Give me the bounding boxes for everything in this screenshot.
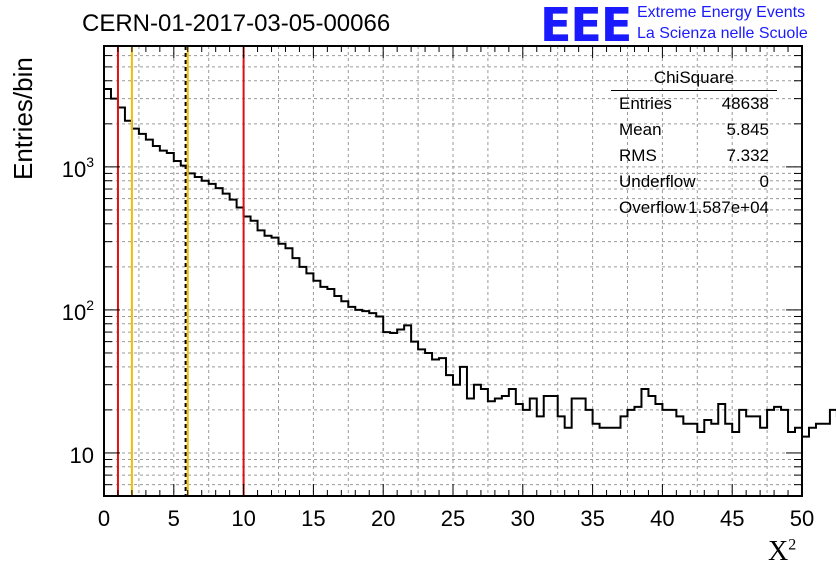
x-tick-label: 10 (231, 506, 255, 531)
stats-key: Mean (619, 120, 662, 139)
x-tick-label: 0 (98, 506, 110, 531)
x-tick-label: 15 (301, 506, 325, 531)
x-tick-label: 50 (790, 506, 814, 531)
chart-title: CERN-01-2017-03-05-00066 (82, 10, 391, 37)
logo-line-2: La Scienza nelle Scuole (637, 25, 808, 42)
x-tick-label: 35 (580, 506, 604, 531)
x-tick-label: 5 (168, 506, 180, 531)
stats-row: Mean 5.845 (619, 120, 769, 142)
x-tick-label: 30 (511, 506, 535, 531)
stats-key: Underflow (619, 172, 696, 191)
eee-logo: EEE (540, 0, 632, 52)
stats-row: Underflow 0 (619, 172, 769, 194)
stats-row: RMS 7.332 (619, 146, 769, 168)
stats-value: 7.332 (726, 146, 769, 165)
stats-value: 1.587e+04 (688, 198, 769, 217)
stats-value: 0 (759, 172, 769, 191)
x-tick-label: 45 (720, 506, 744, 531)
stats-key: RMS (619, 146, 657, 165)
stats-row: Entries 48638 (619, 94, 769, 116)
stats-title: ChiSquare (653, 68, 735, 87)
x-axis-label: X2 (768, 536, 796, 568)
stats-box: ChiSquare Entries 48638 Mean 5.845 RMS 7.332 U… (611, 68, 777, 217)
stats-divider (611, 90, 777, 91)
y-tick-label: 10 (70, 443, 94, 468)
stats-value: 5.845 (726, 120, 769, 139)
y-tick-label: 102 (62, 297, 94, 325)
logo-line-1: Extreme Energy Events (637, 4, 806, 21)
x-tick-label: 25 (441, 506, 465, 531)
y-tick-label: 103 (62, 154, 94, 182)
stats-value: 48638 (721, 94, 769, 113)
x-tick-label: 20 (371, 506, 395, 531)
stats-row: Overflow 1.587e+04 (619, 198, 769, 220)
x-axis-label-base: X (768, 536, 789, 567)
x-tick-label: 40 (650, 506, 674, 531)
stats-key: Entries (619, 94, 672, 113)
stats-key: Overflow (619, 198, 687, 217)
x-axis-label-sup: 2 (788, 536, 797, 554)
histogram-line (104, 88, 836, 438)
